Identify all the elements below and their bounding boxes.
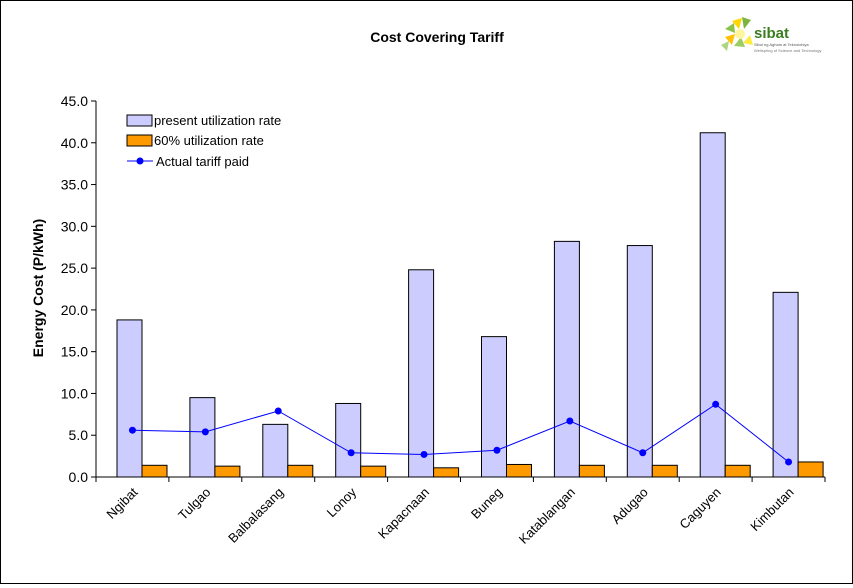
axes-layer (91, 100, 826, 482)
bar-60pct-adugao (651, 464, 678, 478)
logo-tagline: Sibol ng Agham at Teknolohiya (754, 42, 809, 47)
bar-present-kapacnaan (408, 269, 435, 478)
bar-present-kimbutan (772, 291, 799, 478)
y-tick-label: 10.0 (61, 385, 88, 401)
bar-60pct-ngibat (141, 464, 168, 478)
point-actual-ngibat (128, 426, 136, 434)
bar-present-katablangan (553, 240, 580, 478)
bar-60pct-balbalasang (287, 464, 314, 478)
y-tick-label: 45.0 (61, 93, 88, 109)
point-actual-balbalasang (274, 407, 282, 415)
x-tick-label-kimbutan: Kimbutan (747, 485, 796, 534)
point-actual-kapacnaan (420, 450, 428, 458)
actual-tariff-line (132, 403, 789, 463)
legend-label-actual: Actual tariff paid (156, 154, 249, 169)
x-tick-label-tulgao: Tulgao (175, 485, 213, 523)
point-actual-lonoy (347, 449, 355, 457)
bar-present-ngibat (116, 319, 143, 478)
x-tick-label-buneg: Buneg (468, 485, 505, 522)
x-tick-label-ngibat: Ngibat (103, 484, 140, 521)
bar-60pct-buneg (506, 463, 532, 478)
point-actual-tulgao (201, 428, 209, 436)
x-tick-label-caguyen: Caguyen (676, 485, 723, 532)
legend-swatch-60pct (126, 134, 153, 147)
y-tick-label: 5.0 (69, 427, 89, 443)
x-tick-labels: Ngibat Tulgao Balbalasang Lonoy Kapacnaan Bun… (103, 484, 796, 547)
bar-60pct-kapacnaan (433, 467, 460, 478)
point-actual-katablangan (566, 417, 574, 425)
legend-marker-actual (136, 157, 144, 165)
y-tick-label: 20.0 (61, 302, 88, 318)
leaf-icon (721, 17, 753, 51)
bar-present-tulgao (189, 397, 216, 478)
bar-present-caguyen (699, 132, 726, 478)
bars-layer (116, 132, 824, 478)
bar-60pct-katablangan (578, 464, 605, 478)
bar-60pct-lonoy (360, 465, 387, 478)
point-actual-caguyen (712, 400, 720, 408)
point-actual-adugao (639, 449, 647, 457)
y-tick-label: 40.0 (61, 135, 88, 151)
legend: present utilization rate 60% utilization… (126, 113, 281, 169)
y-tick-label: 35.0 (61, 177, 88, 193)
chart-title: Cost Covering Tariff (370, 29, 504, 45)
y-axis-label: Energy Cost (P/kWh) (30, 219, 46, 357)
bar-present-adugao (626, 245, 653, 478)
sibat-logo: sibat Sibol ng Agham at Teknolohiya Well… (721, 17, 821, 53)
x-tick-label-adugao: Adugao (609, 485, 651, 527)
point-actual-buneg (493, 446, 501, 454)
legend-label-present: present utilization rate (154, 113, 281, 128)
bar-present-balbalasang (262, 423, 289, 478)
x-tick-label-lonoy: Lonoy (324, 484, 360, 520)
x-tick-label-balbalasang: Balbalasang (225, 485, 286, 546)
legend-swatch-present (126, 114, 153, 127)
legend-label-60pct: 60% utilization rate (154, 133, 264, 148)
x-tick-label-kapacnaan: Kapacnaan (375, 485, 432, 542)
logo-subtagline: Wellspring of Science and Technology (754, 48, 821, 53)
bar-60pct-kimbutan (797, 461, 824, 478)
y-tick-label: 15.0 (61, 344, 88, 360)
bar-present-buneg (481, 336, 507, 478)
y-tick-labels: 0.0 5.0 10.0 15.0 20.0 25.0 30.0 35.0 40.0 45.0 (61, 93, 88, 485)
y-tick-label: 0.0 (69, 469, 89, 485)
x-tick-label-katablangan: Katablangan (516, 485, 578, 547)
point-actual-kimbutan (785, 458, 793, 466)
bar-present-lonoy (335, 402, 362, 478)
bar-60pct-caguyen (724, 464, 751, 478)
line-layer (128, 400, 793, 466)
logo-name: sibat (754, 25, 789, 42)
bar-60pct-tulgao (214, 465, 241, 478)
y-tick-label: 30.0 (61, 218, 88, 234)
y-tick-label: 25.0 (61, 260, 88, 276)
